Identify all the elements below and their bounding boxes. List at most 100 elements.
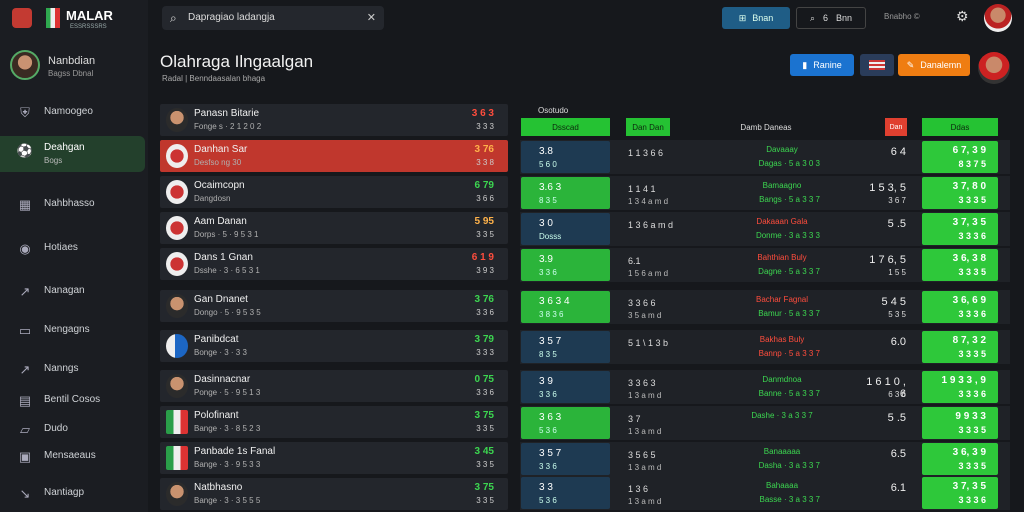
top-search-value: 6 [823, 13, 829, 23]
table-row[interactable]: 3 0 Dosss 1 3 6 a m d Dakaaan Gala Donme · 3… [520, 212, 1010, 246]
bet-cell[interactable]: 1 9 3 3 , 9 3 3 3 6 [922, 371, 998, 403]
time-value: 3 5 6 5 [628, 450, 656, 460]
bet-cell[interactable]: 6 7, 3 9 8 3 7 5 [922, 141, 998, 173]
sidebar-item-stats[interactable]: ↗ Nanagan [0, 277, 145, 307]
bet-cell[interactable]: 8 7, 3 2 3 3 3 5 [922, 331, 998, 363]
italy-flag-icon [166, 410, 188, 434]
search-icon: ⌕ [809, 12, 815, 23]
odds-cell[interactable]: 3 5 7 3 3 6 [521, 443, 610, 475]
odds-cell[interactable]: 3 5 7 8 3 5 [521, 331, 610, 363]
table-row[interactable]: 3.8 5 6 0 1 1 3 6 6 Davaaay Dagas · 5 a 3 0 … [520, 140, 1010, 174]
list-item[interactable]: Gan Dnanet Dongo · 5 · 9 5 3 5 3 76 3 3 … [160, 290, 508, 322]
table-row[interactable]: 3 3 5 3 6 1 3 6 1 3 a m d Bahaaaa Basse · 3 a… [520, 476, 1010, 510]
bet-cell[interactable]: 3 7, 3 5 3 3 3 6 [922, 477, 998, 509]
sidebar-item-active[interactable]: ⚽ Deahgan Bogs [0, 136, 145, 172]
table-label: Osotudo [538, 106, 569, 115]
time-sub: 3 5 a m d [628, 311, 662, 320]
sidebar-item-label: Nantiagp [44, 487, 85, 498]
sidebar-item-label: Dudo [44, 423, 68, 434]
odds-cell[interactable]: 3 3 5 3 6 [521, 477, 610, 509]
table-row[interactable]: 3.9 3 3 6 6.1 1 5 6 a m d Bahthian Buly Dagne… [520, 248, 1010, 282]
sidebar-item-stadium[interactable]: ▦ Nahbhasso [0, 190, 145, 220]
market-sub: Bangs · 5 a 3 3 7 [759, 195, 820, 204]
bet-cell[interactable]: 3 6, 6 9 3 3 3 6 [922, 291, 998, 323]
list-item[interactable]: Dasinnacnar Ponge · 5 · 9 5 1 3 0 75 3 3… [160, 370, 508, 402]
odds-cell[interactable]: 3 6 3 5 3 6 [521, 407, 610, 439]
odds-cell[interactable]: 3 9 3 3 6 [521, 371, 610, 403]
bet-value: 9 9 3 3 [955, 411, 986, 422]
sidebar-item-messages[interactable]: ▣ Mensaeaus [0, 442, 145, 472]
us-flag-icon [869, 60, 885, 70]
close-icon[interactable]: ✕ [366, 12, 376, 24]
market-sub: Dagas · 5 a 3 0 3 [758, 159, 820, 168]
bet-cell[interactable]: 3 6, 3 8 3 3 3 5 [922, 249, 998, 281]
odds-cell[interactable]: 3 6 3 4 3 8 3 6 [521, 291, 610, 323]
list-item[interactable]: Natbhasno Bange · 3 · 3 5 5 5 3 75 3 3 5 [160, 478, 508, 510]
gear-icon[interactable]: ⚙ [956, 8, 969, 24]
table-row[interactable]: 3 6 3 5 3 6 3 7 1 3 a m d Dashe · 3 a 3 3 7 5… [520, 406, 1010, 440]
market-sub: Bamur · 5 a 3 3 7 [758, 309, 820, 318]
match-odd: 5 95 [474, 216, 494, 227]
sidebar-item-folder[interactable]: ▱ Dudo [0, 415, 145, 445]
sidebar-item-label: Nengagns [44, 324, 90, 335]
sidebar-item-live[interactable]: ◉ Hotiaes [0, 234, 145, 264]
odds-cell[interactable]: 3.8 5 6 0 [521, 141, 610, 173]
top-search-button[interactable]: ⌕ 6 Bnn [796, 7, 866, 29]
table-header[interactable]: Damb Daneas [740, 122, 792, 132]
avatar[interactable] [984, 4, 1012, 32]
sidebar-item-screens[interactable]: ▭ Nengagns [0, 316, 145, 346]
avatar[interactable] [978, 52, 1010, 84]
bet-cell[interactable]: 9 9 3 3 3 3 3 5 [922, 407, 998, 439]
list-item[interactable]: Polofinant Bange · 3 · 8 5 2 3 3 75 3 3 … [160, 406, 508, 438]
odds-cell[interactable]: 3.6 3 8 3 5 [521, 177, 610, 209]
brand[interactable]: MALAR ESSRSSSRS [12, 6, 142, 30]
bet-cell[interactable]: 3 7, 8 0 3 3 3 5 [922, 177, 998, 209]
list-item[interactable]: Panasn Bitarie Fonge s · 2 1 2 0 2 3 6 3… [160, 104, 508, 136]
sidebar-item-settings[interactable]: ↘ Nantiagp [0, 479, 145, 509]
table-header[interactable]: Dan Dan [626, 118, 670, 136]
table-header[interactable]: Dsscad [521, 118, 610, 136]
top-action-button[interactable]: ⊞ Bnan [722, 7, 790, 29]
sidebar-item-charts[interactable]: ↗ Nanngs [0, 355, 145, 385]
club-badge-icon [166, 144, 188, 168]
time-value: 1 3 6 [628, 484, 649, 494]
odds-cell[interactable]: 3.9 3 3 6 [521, 249, 610, 281]
table-row[interactable]: 3 5 7 8 3 5 5 1 \ 1 3 b Bakhas Buly Bannp · … [520, 330, 1010, 364]
table-row[interactable]: 3 6 3 4 3 8 3 6 3 3 6 6 3 5 a m d Bachar Fag… [520, 290, 1010, 324]
sidebar-item-cards[interactable]: ▤ Bentil Cosos [0, 386, 145, 416]
profile-name: Nanbdian [48, 55, 96, 67]
market-name: Dakaaan Gala [756, 217, 808, 226]
monitor-icon: ▭ [18, 323, 32, 338]
list-item-selected[interactable]: Danhan Sar Desfso ng 30 3 76 3 3 8 [160, 140, 508, 172]
table-row[interactable]: 3 5 7 3 3 6 3 5 6 5 1 3 a m d Banaaaaa Dasha … [520, 442, 1010, 476]
table-header[interactable]: Ddas [922, 118, 998, 136]
primary-button[interactable]: ▮ Ranine [790, 54, 854, 76]
table-row[interactable]: 3 9 3 3 6 3 3 6 3 1 3 a m d Danmdnoa Banne · … [520, 370, 1010, 404]
bet-value: 3 7, 8 0 [952, 181, 986, 192]
user-profile[interactable]: Nanbdian Bagss Dbnal [10, 50, 140, 86]
table-header[interactable]: Dan [885, 118, 907, 136]
list-item[interactable]: Dans 1 Gnan Dsshe · 3 · 6 5 3 1 6 1 9 3 … [160, 248, 508, 280]
list-item[interactable]: Panbade 1s Fanal Bange · 3 · 9 5 3 3 3 4… [160, 442, 508, 474]
list-item[interactable]: Panibdcat Bonge · 3 · 3 3 3 79 3 3 3 [160, 330, 508, 362]
time-value: 1 1 3 6 6 [628, 148, 664, 158]
trend-icon: ↗ [19, 284, 31, 299]
odds-cell[interactable]: 3 0 Dosss [521, 213, 610, 245]
odds-sub: 3 8 3 6 [539, 310, 564, 319]
bet-cell[interactable]: 3 7, 3 5 3 3 3 6 [922, 213, 998, 245]
bet-sub: 3 3 3 6 [958, 389, 986, 399]
line-sub: 5 3 5 [888, 310, 906, 319]
search-input[interactable]: ⌕ Dapragiao ladangja ✕ [162, 6, 384, 30]
sidebar-item-home[interactable]: ⛨ Namoogeo [0, 98, 145, 128]
sidebar-item-label: Nahbhasso [44, 198, 95, 209]
bet-value: 3 6, 6 9 [952, 295, 986, 306]
list-item[interactable]: Ocaimcopn Dangdosn 6 79 3 6 6 [160, 176, 508, 208]
list-item[interactable]: Aam Danan Dorps · 5 · 9 5 3 1 5 95 3 3 5 [160, 212, 508, 244]
line-sub: 6 3 6 [888, 390, 906, 399]
language-button[interactable] [860, 54, 894, 76]
bet-cell[interactable]: 3 6, 3 9 3 3 3 5 [922, 443, 998, 475]
secondary-button[interactable]: ✎ Danalemn [898, 54, 970, 76]
secondary-button-label: Danalemn [920, 60, 962, 70]
odds-value: 3 5 7 [539, 336, 562, 347]
table-row[interactable]: 3.6 3 8 3 5 1 1 4 1 1 3 4 a m d Bamaagno Bang… [520, 176, 1010, 210]
